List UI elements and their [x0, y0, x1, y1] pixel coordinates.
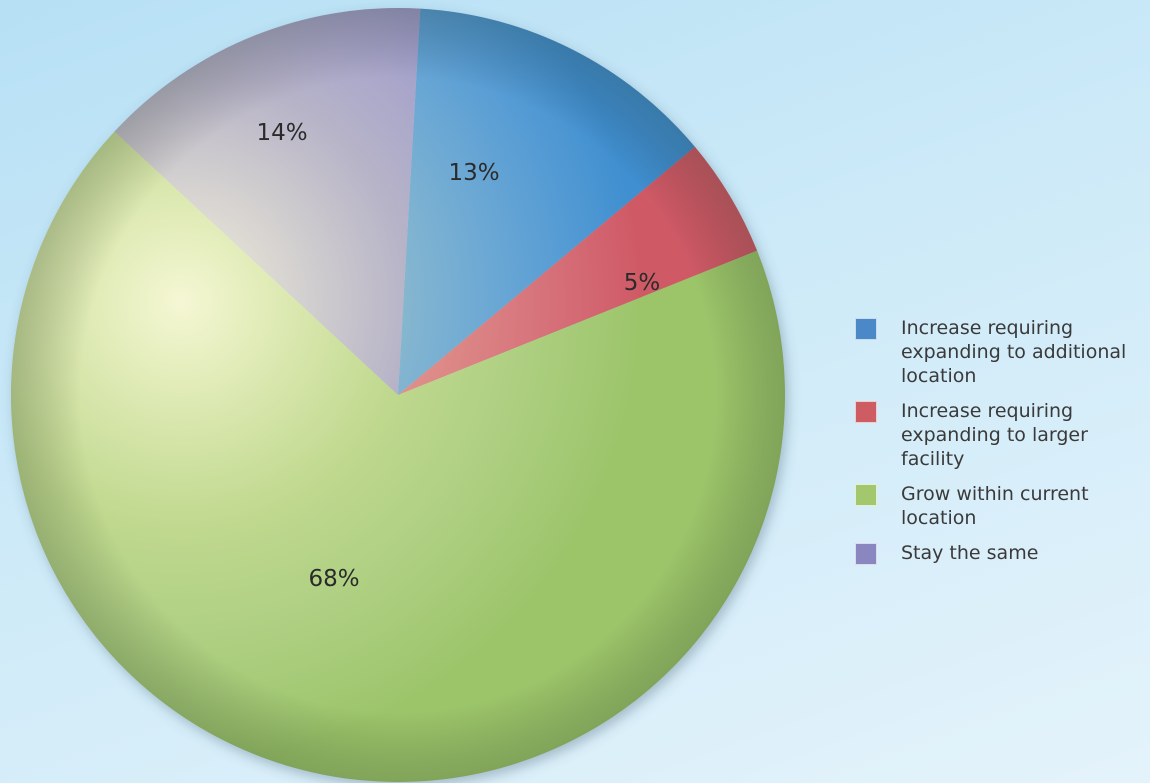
legend-item-stay-same: Stay the same [855, 541, 1145, 565]
slice-stay-same-label: 14% [256, 120, 307, 146]
slice-additional-location-label: 13% [448, 160, 499, 186]
legend: Increase requiring expanding to addition… [855, 316, 1145, 576]
legend-swatch-stay-same [855, 543, 877, 565]
legend-item-larger-facility: Increase requiring expanding to larger f… [855, 399, 1145, 471]
legend-label-larger-facility: Increase requiring expanding to larger f… [901, 400, 1088, 470]
legend-item-additional-location: Increase requiring expanding to addition… [855, 316, 1145, 388]
legend-swatch-additional-location [855, 318, 877, 340]
legend-swatch-grow-within [855, 484, 877, 506]
legend-label-additional-location: Increase requiring expanding to addition… [901, 317, 1127, 387]
legend-item-grow-within: Grow within current location [855, 482, 1145, 530]
slice-grow-within-label: 68% [308, 566, 359, 592]
legend-swatch-larger-facility [855, 401, 877, 423]
slice-larger-facility-label: 5% [624, 270, 661, 296]
legend-label-stay-same: Stay the same [901, 542, 1039, 564]
legend-label-grow-within: Grow within current location [901, 483, 1089, 529]
